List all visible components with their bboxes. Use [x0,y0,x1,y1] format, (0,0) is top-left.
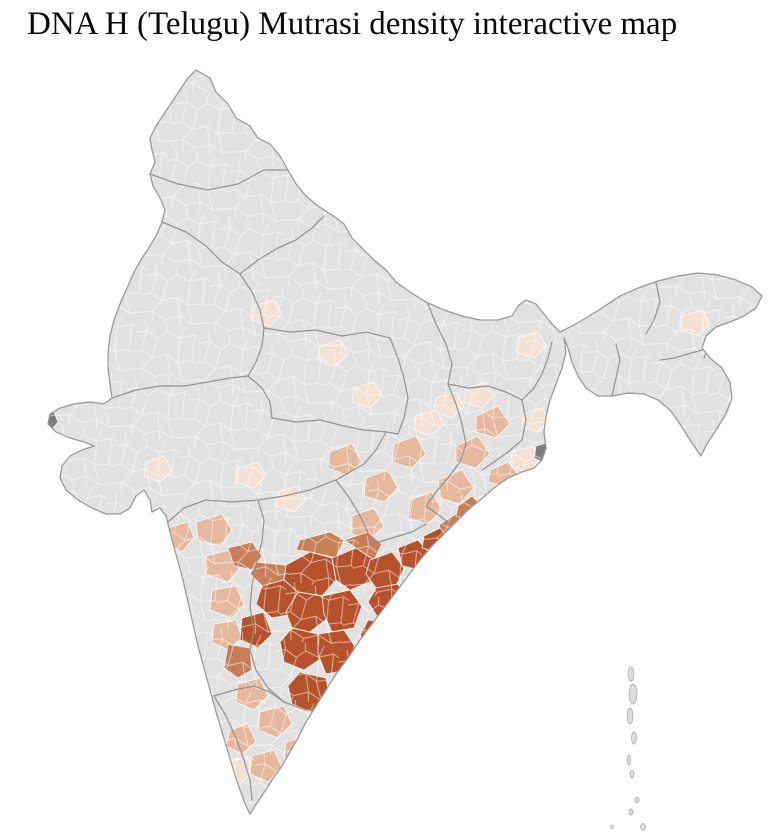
state-boundary [213,695,253,801]
district[interactable] [373,655,407,693]
state-boundary [249,499,285,703]
state-boundary [645,281,661,335]
state-boundary [659,349,703,361]
state-boundary [385,337,409,435]
island[interactable] [634,796,640,804]
india-outline [47,69,763,815]
state-boundary [263,327,391,339]
state-boundary [611,343,621,397]
district[interactable] [397,635,429,667]
island[interactable] [626,707,634,725]
district[interactable] [343,687,375,721]
district[interactable] [361,681,393,707]
island[interactable] [626,754,632,766]
district[interactable] [301,769,333,797]
state-boundary [247,375,273,419]
state-boundary [149,169,289,191]
district[interactable] [293,763,325,793]
state-boundary [335,431,387,481]
state-boundary [447,383,467,463]
state-boundary [521,341,553,401]
district-borders-texture [48,70,762,814]
state-boundary [447,383,523,401]
island[interactable] [610,824,614,830]
island[interactable] [627,666,635,682]
state-boundary [161,221,241,275]
state-boundary [427,303,453,385]
state-boundary [335,479,427,545]
state-boundary [425,461,461,527]
island[interactable] [628,808,634,816]
andaman-nicobar-islands [610,666,646,831]
state-boundary [481,399,527,471]
state-boundary [271,417,387,433]
state-boundary [167,479,337,523]
state-boundary [111,375,249,399]
island[interactable] [629,769,635,779]
island[interactable] [628,683,638,705]
district[interactable] [369,699,401,731]
state-boundary [213,685,285,703]
district[interactable] [407,595,437,629]
state-boundary [239,215,325,275]
island[interactable] [631,731,637,745]
page-title: DNA H (Telugu) Mutrasi density interacti… [27,6,678,42]
state-boundaries [111,169,717,801]
island[interactable] [640,823,646,831]
